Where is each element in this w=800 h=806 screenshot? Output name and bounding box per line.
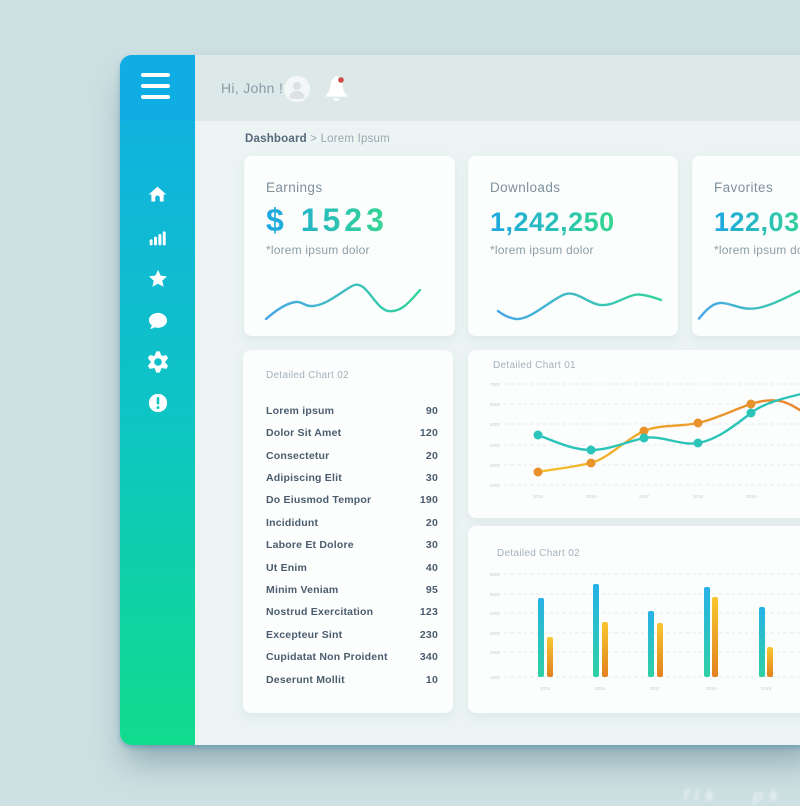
- svg-text:6000: 6000: [490, 572, 501, 577]
- svg-text:2000: 2000: [490, 650, 501, 655]
- svg-text:6000: 6000: [490, 402, 501, 407]
- svg-text:2015: 2015: [533, 494, 544, 499]
- svg-text:Detailed Chart 01: Detailed Chart 01: [493, 360, 576, 371]
- svg-text:5000: 5000: [490, 592, 501, 597]
- svg-text:2018: 2018: [693, 494, 704, 499]
- svg-text:2019: 2019: [761, 686, 772, 691]
- svg-text:3000: 3000: [490, 631, 501, 636]
- svg-text:Detailed Chart 02: Detailed Chart 02: [497, 548, 580, 559]
- svg-text:4000: 4000: [490, 611, 501, 616]
- svg-text:2017: 2017: [650, 686, 661, 691]
- svg-text:2015: 2015: [540, 686, 551, 691]
- svg-text:4000: 4000: [490, 443, 501, 448]
- svg-text:3000: 3000: [490, 463, 501, 468]
- svg-text:5000: 5000: [490, 422, 501, 427]
- svg-text:2017: 2017: [639, 494, 650, 499]
- svg-text:1000: 1000: [490, 675, 501, 680]
- svg-text:2018: 2018: [706, 686, 717, 691]
- svg-text:2016: 2016: [595, 686, 606, 691]
- svg-text:2000: 2000: [490, 483, 501, 488]
- svg-text:2019: 2019: [746, 494, 757, 499]
- svg-text:2016: 2016: [586, 494, 597, 499]
- svg-text:7000: 7000: [490, 382, 501, 387]
